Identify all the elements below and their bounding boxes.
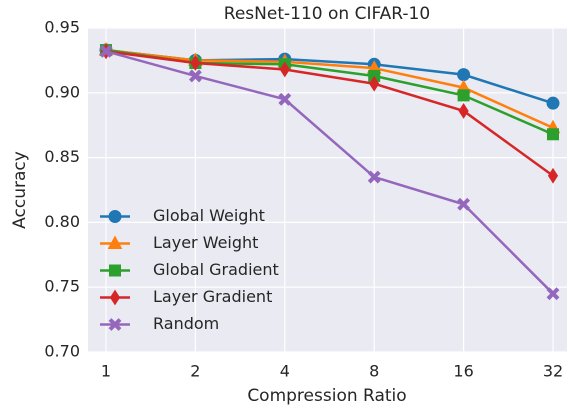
y-tick-label: 0.85 [44, 147, 80, 166]
x-tick-label: 2 [190, 362, 200, 381]
grid [88, 27, 567, 353]
legend-label: Global Gradient [153, 260, 279, 279]
line [105, 48, 554, 129]
x-tick-label: 1 [101, 362, 111, 381]
marker [457, 197, 471, 211]
marker [279, 61, 290, 78]
marker [547, 167, 559, 184]
line [105, 50, 554, 177]
legend-label: Layer Weight [153, 233, 258, 252]
y-tick-label: 0.95 [44, 18, 80, 37]
y-tick-label: 0.80 [44, 212, 80, 231]
series [99, 44, 560, 301]
y-tick-label: 0.75 [44, 277, 80, 296]
x-tick-label: 8 [369, 362, 379, 381]
marker [546, 287, 560, 301]
y-axis-label: Accuracy [10, 151, 30, 229]
x-tick-label: 4 [280, 362, 290, 381]
marker [458, 103, 469, 119]
line [105, 50, 554, 295]
marker [546, 96, 560, 110]
legend-marker [108, 318, 122, 331]
chart-title: ResNet-110 on CIFAR-10 [224, 4, 430, 24]
marker [369, 75, 380, 92]
x-tick-label: 32 [543, 362, 563, 381]
marker [190, 55, 201, 71]
marker [367, 170, 381, 184]
x-axis-label: Compression Ratio [247, 386, 406, 406]
x-tick-label: 16 [453, 362, 473, 381]
marker [457, 89, 470, 102]
legend-label: Random [153, 314, 219, 333]
y-tick-label: 0.90 [44, 82, 80, 101]
marker [99, 44, 113, 58]
legend-label: Global Weight [153, 206, 265, 225]
y-tick-label: 0.70 [44, 342, 80, 361]
marker [547, 128, 559, 141]
legend-marker [108, 210, 122, 223]
marker [278, 92, 292, 106]
legend: Global Weight Layer Weight Global Gradient… [100, 206, 279, 333]
legend-marker [109, 264, 121, 277]
marker [188, 69, 202, 83]
legend-marker [109, 289, 121, 306]
marker [457, 68, 471, 82]
legend-marker [107, 235, 123, 249]
legend-label: Layer Gradient [153, 287, 272, 306]
